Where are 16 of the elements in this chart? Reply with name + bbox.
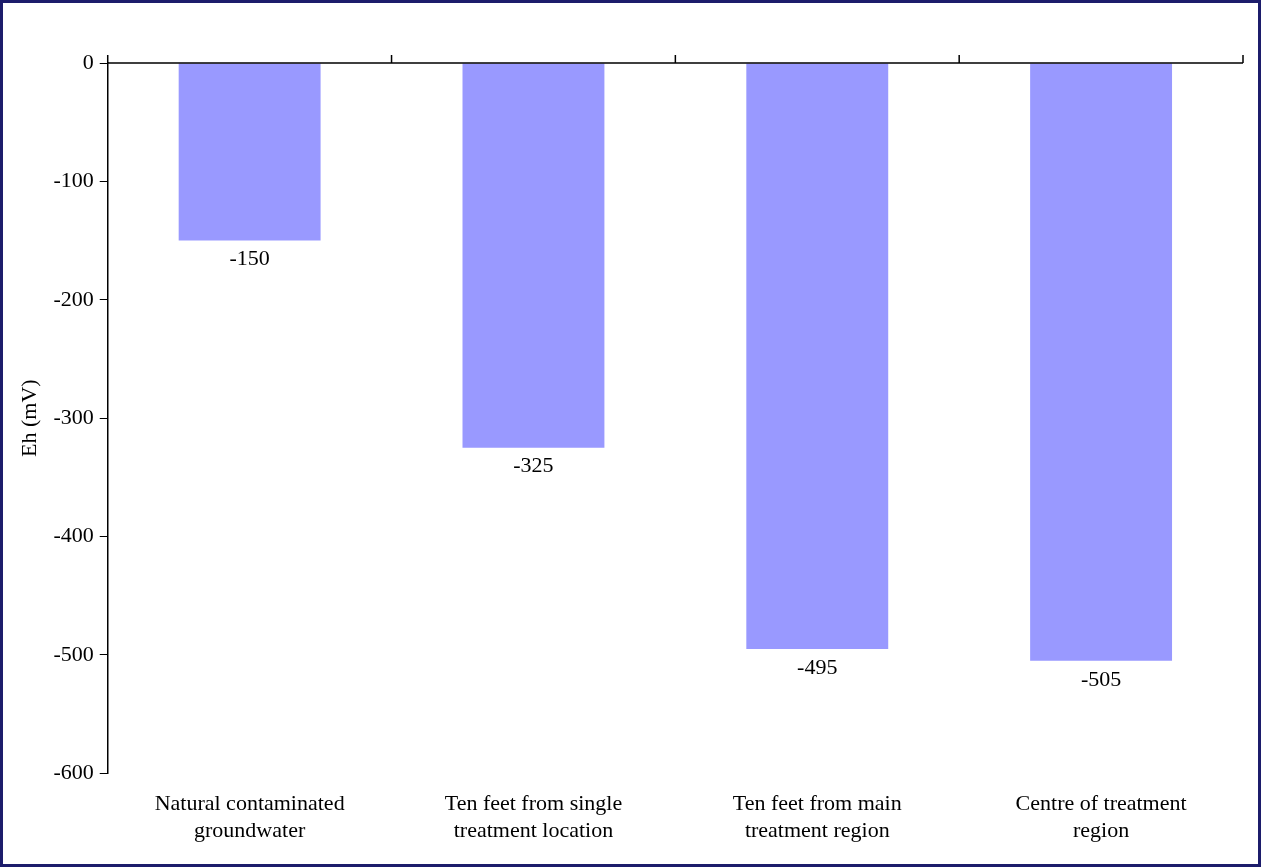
y-tick-label: -200 — [53, 285, 94, 311]
x-tick-label: Ten feet from single treatment location — [444, 790, 623, 842]
y-tick-label: -600 — [53, 758, 94, 784]
data-label: -505 — [1080, 665, 1122, 691]
data-label: -150 — [229, 245, 270, 271]
y-tick-label: 0 — [82, 48, 94, 74]
y-tick-label: -100 — [53, 167, 94, 193]
y-axis-title: Eh (mV) — [15, 379, 41, 457]
y-tick-label: -400 — [53, 522, 94, 548]
x-tick-label: Natural contaminated groundwater — [154, 790, 345, 842]
y-tick-label: -300 — [53, 403, 94, 429]
data-label: -495 — [797, 653, 838, 679]
y-tick-label: -500 — [53, 640, 94, 666]
x-tick-label: Centre of treatment region — [1015, 790, 1187, 842]
x-tick-label: Ten feet from main treatment region — [732, 790, 902, 842]
data-label: -325 — [513, 452, 554, 478]
